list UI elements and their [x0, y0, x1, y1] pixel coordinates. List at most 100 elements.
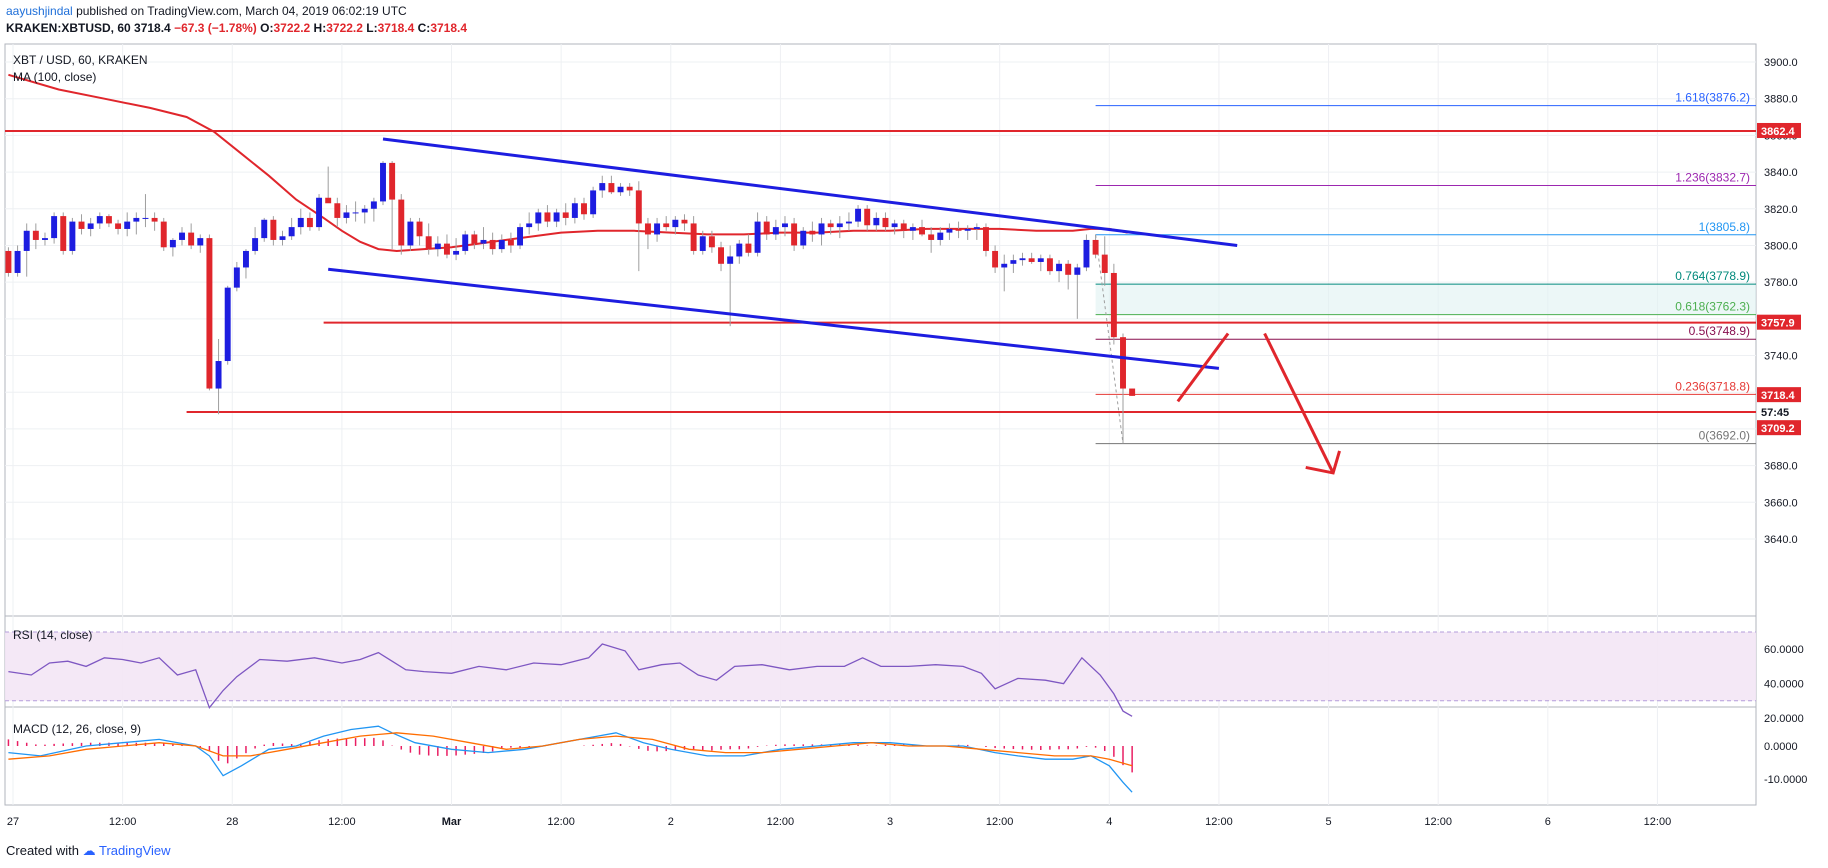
candle-body	[1092, 239, 1099, 255]
candle-body	[754, 221, 761, 253]
candle-body	[288, 227, 295, 237]
price-label-bg	[1757, 387, 1801, 403]
candle-body	[845, 221, 852, 224]
x-tick-label: 12:00	[328, 816, 356, 828]
fib-level-label: 1.618(3876.2)	[1675, 91, 1750, 105]
candle-body	[87, 223, 94, 229]
y-tick-label: 3680.0	[1764, 461, 1798, 473]
candle-body	[809, 230, 816, 235]
candle-body	[78, 221, 85, 229]
y-tick-label: 3660.0	[1764, 497, 1798, 509]
y-tick-label: 3880.0	[1764, 94, 1798, 106]
candle-body	[96, 216, 103, 224]
candle-body	[672, 219, 679, 228]
x-tick-label: 5	[1325, 816, 1331, 828]
candle-body	[827, 223, 834, 228]
candle-body	[836, 223, 843, 228]
candle-body	[526, 223, 533, 228]
price-label-bg	[1757, 314, 1801, 330]
rsi-tick-label: 60.0000	[1764, 644, 1804, 656]
candle-body	[51, 216, 58, 239]
author-link[interactable]: aayushjindal	[6, 4, 73, 18]
channel-line	[328, 267, 1220, 370]
candle-body	[498, 239, 505, 250]
candle-body	[973, 227, 980, 229]
ma-label: MA (100, close)	[13, 70, 96, 84]
candle-body	[489, 239, 496, 250]
candle-body	[909, 227, 916, 231]
candle-body	[946, 228, 953, 233]
x-tick-label: 12:00	[1644, 816, 1672, 828]
rsi-tick-label: 40.0000	[1764, 679, 1804, 691]
macd-tick-label: -10.0000	[1764, 774, 1807, 786]
candle-body	[416, 221, 423, 237]
candle-body	[745, 243, 752, 253]
x-tick-label: 3	[887, 816, 893, 828]
x-tick-label: 4	[1106, 816, 1112, 828]
price-label-bg	[1757, 122, 1801, 138]
candle-body	[654, 223, 661, 235]
candle-body	[297, 217, 304, 228]
candle-body	[1083, 239, 1090, 268]
candle-body	[553, 212, 560, 222]
candle-body	[544, 212, 551, 222]
candle-body	[206, 238, 213, 389]
publish-info: aayushjindal published on TradingView.co…	[6, 4, 407, 18]
candle-body	[782, 223, 788, 228]
candle-body	[517, 227, 524, 246]
candle-body	[562, 212, 569, 218]
candle-body	[535, 212, 542, 224]
x-tick-label: 28	[226, 816, 238, 828]
y-tick-label: 3900.0	[1764, 57, 1798, 69]
price-label: 3718.4	[1761, 390, 1796, 402]
candle-body	[252, 238, 259, 251]
channel-line	[382, 137, 1238, 247]
candle-body	[169, 239, 176, 248]
macd-tick-label: 0.0000	[1764, 741, 1798, 753]
x-tick-label: 12:00	[547, 816, 575, 828]
candle-body	[699, 236, 706, 251]
candle-body	[179, 232, 185, 240]
candle-body	[60, 216, 67, 251]
candle-body	[32, 230, 39, 240]
ma-100-line	[8, 73, 1128, 253]
candle-body	[233, 267, 240, 288]
candle-body	[882, 217, 889, 228]
candle-body	[1037, 258, 1044, 262]
candle-body	[398, 199, 405, 246]
candle-body	[818, 223, 825, 235]
y-tick-label: 3740.0	[1764, 351, 1798, 363]
fib-level-label: 1(3805.8)	[1699, 220, 1750, 234]
y-tick-label: 3780.0	[1764, 277, 1798, 289]
footer: Created with ☁ TradingView	[6, 843, 171, 859]
candle-body	[5, 250, 12, 273]
high-value: 3722.2	[326, 21, 363, 35]
rsi-line	[8, 643, 1133, 717]
fib-level-label: 0(3692.0)	[1699, 429, 1750, 443]
candle-body	[635, 190, 642, 224]
price-change: −67.3 (−1.78%)	[174, 21, 257, 35]
candle-body	[855, 208, 862, 222]
candle-body	[1120, 337, 1126, 389]
candle-body	[1046, 258, 1053, 272]
candle-body	[270, 219, 277, 240]
candle-body	[873, 217, 880, 226]
high-label: H:	[313, 21, 327, 35]
candle-body	[462, 234, 469, 251]
candle-body	[1065, 263, 1072, 275]
price-label-bg	[1757, 420, 1801, 436]
candle-body	[480, 239, 487, 244]
candle-body	[690, 223, 697, 251]
candle-body	[1010, 260, 1017, 264]
low-value: 3718.4	[377, 21, 415, 35]
brand-link[interactable]: TradingView	[99, 843, 171, 858]
candle-body	[727, 256, 734, 264]
candle-body	[215, 361, 222, 389]
candle-body	[425, 236, 432, 250]
candle-body	[1028, 258, 1035, 262]
candle-body	[581, 203, 587, 215]
x-tick-label: 12:00	[1205, 816, 1233, 828]
candle-body	[389, 162, 396, 200]
candle-body	[407, 221, 414, 246]
